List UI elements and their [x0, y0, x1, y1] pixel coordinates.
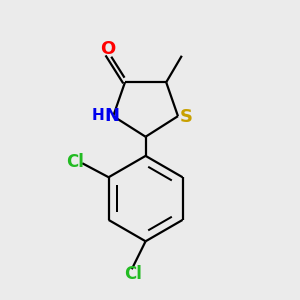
- Text: S: S: [179, 108, 192, 126]
- Text: Cl: Cl: [124, 265, 142, 283]
- Text: N: N: [104, 106, 119, 124]
- Text: Cl: Cl: [66, 153, 84, 171]
- Text: O: O: [100, 40, 115, 58]
- Text: H: H: [92, 108, 104, 123]
